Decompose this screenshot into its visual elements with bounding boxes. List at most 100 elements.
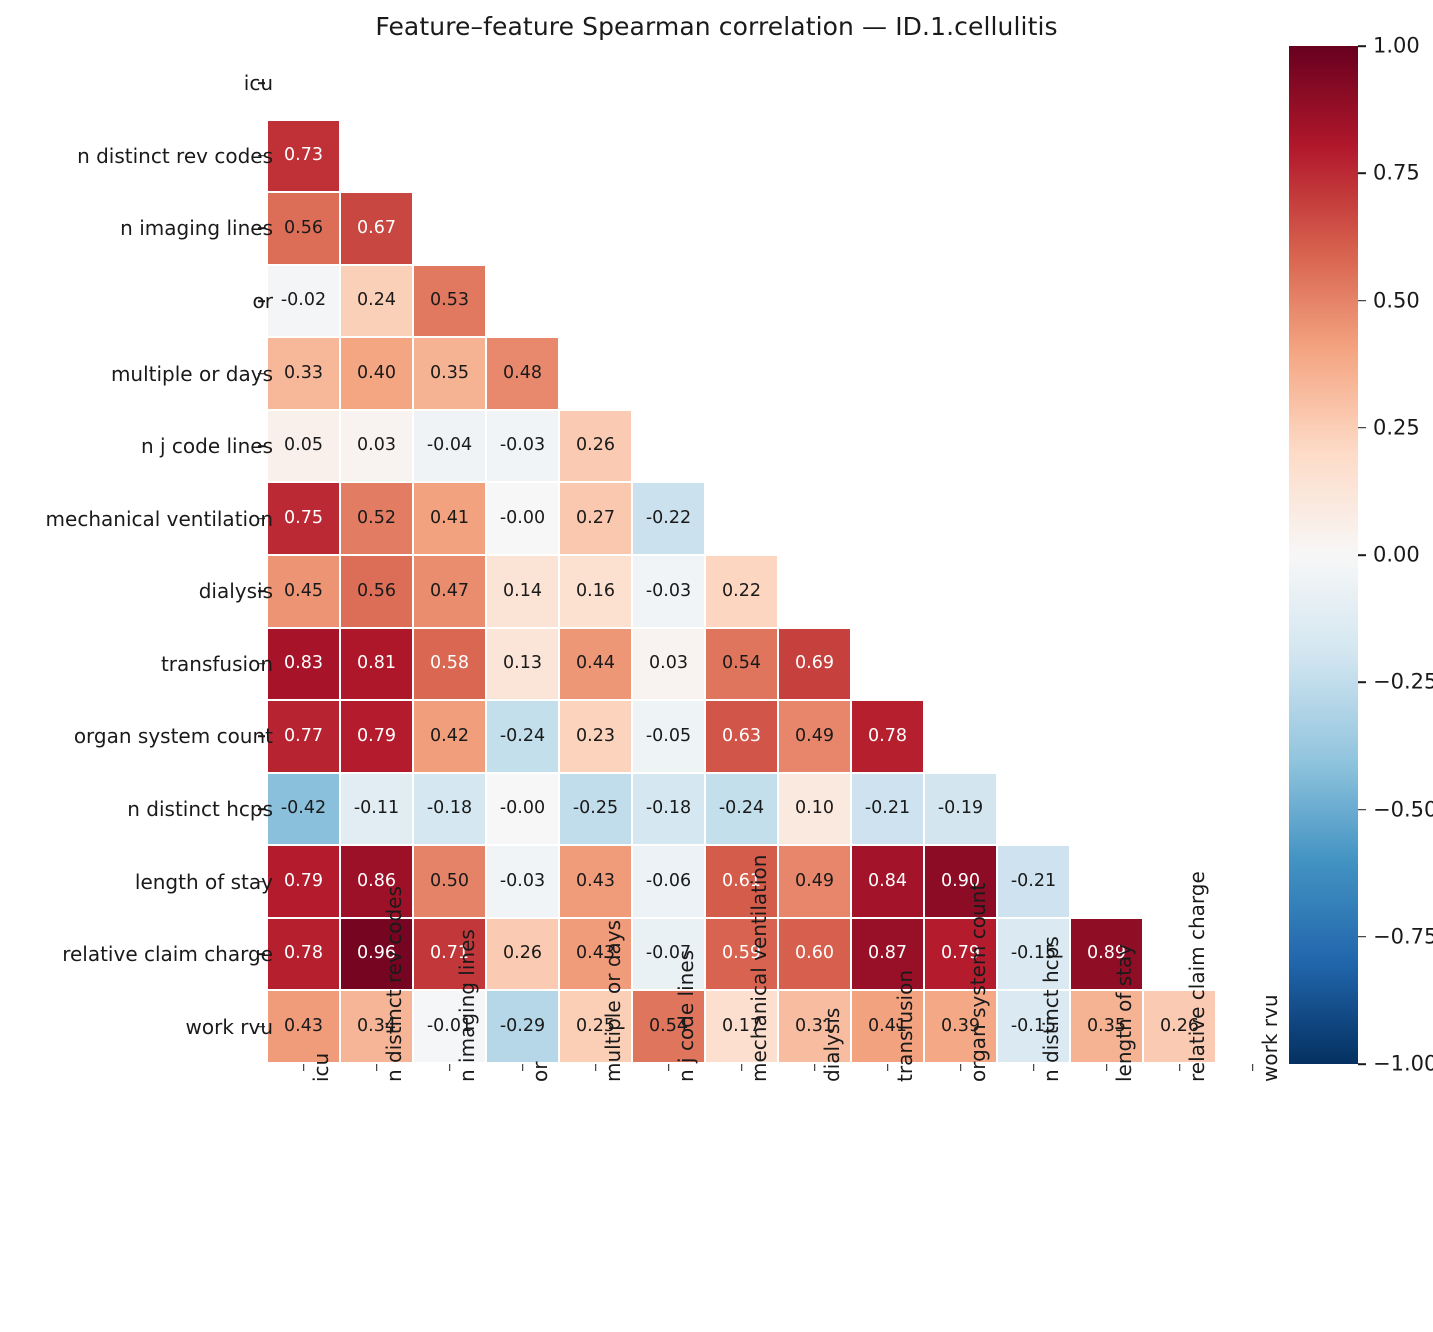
heatmap-cell: 0.48 [486, 337, 559, 410]
x-tick-mark [813, 1064, 816, 1071]
x-tick-label-9: organ system count [965, 882, 990, 1082]
heatmap-cell: 0.10 [778, 772, 851, 846]
heatmap-cell: 0.43 [559, 917, 632, 991]
y-tick-mark [258, 372, 265, 375]
y-tick-mark [258, 445, 265, 447]
heatmap-cell: 0.34 [340, 990, 413, 1063]
heatmap-cell: -0.22 [632, 482, 705, 555]
heatmap-cell: 0.86 [340, 845, 413, 918]
heatmap-cell: 0.43 [559, 845, 632, 918]
colorbar-tick-label-6: −0.50 [1373, 797, 1433, 821]
heatmap-cell: 0.54 [632, 990, 705, 1063]
heatmap-cell: 0.79 [340, 700, 413, 773]
colorbar-tick-label-0: 1.00 [1373, 33, 1420, 58]
x-tick-label-6: mechanical ventilation [746, 854, 771, 1082]
heatmap-cell: 0.47 [413, 555, 486, 628]
heatmap-cell: 0.50 [413, 845, 486, 918]
heatmap-cell: 0.53 [413, 264, 486, 338]
heatmap-cell: 0.69 [778, 627, 851, 701]
heatmap-cell: 0.45 [267, 555, 340, 628]
heatmap-cell: -0.25 [559, 772, 632, 846]
heatmap-cell: 0.35 [1070, 990, 1143, 1063]
heatmap-cell: 0.39 [924, 990, 997, 1063]
heatmap-cell: 0.78 [851, 700, 924, 773]
heatmap-cell: 0.26 [486, 917, 559, 991]
x-tick-label-4: multiple or days [600, 919, 625, 1082]
heatmap-cell: -0.42 [267, 772, 340, 846]
heatmap-cell: 0.78 [267, 917, 340, 991]
colorbar-tick-label-8: −1.00 [1373, 1051, 1433, 1076]
heatmap-cell: 0.49 [778, 845, 851, 918]
y-tick-mark [258, 1025, 265, 1028]
heatmap-cell: 0.26 [559, 409, 632, 483]
heatmap-cell: 0.25 [559, 990, 632, 1063]
heatmap-cell: -0.24 [486, 700, 559, 773]
colorbar-gradient [1289, 46, 1358, 1064]
colorbar-tick-mark [1358, 808, 1366, 811]
heatmap-cell: -0.24 [705, 772, 778, 846]
y-tick-label-4: multiple or days [110, 361, 273, 386]
heatmap-grid: 0.73 0.56 0.67 -0.02 0.24 0.53 0.33 0.40 0.35 0.4… [267, 47, 1289, 1063]
x-tick-mark [1251, 1064, 1254, 1071]
heatmap-cell: 0.41 [413, 482, 486, 555]
x-tick-label-3: or [527, 1061, 552, 1082]
x-tick-label-8: transfusion [892, 969, 917, 1082]
x-tick-label-11: length of stay [1111, 943, 1136, 1082]
y-tick-mark [258, 590, 265, 593]
x-tick-label-7: dialysis [819, 1007, 844, 1082]
y-tick-mark [258, 300, 265, 302]
x-tick-mark [1105, 1064, 1108, 1071]
heatmap-cell: -0.29 [486, 990, 559, 1063]
colorbar-tick-mark [1358, 681, 1366, 684]
heatmap-cell: 0.58 [413, 627, 486, 701]
heatmap-cell: 0.89 [1070, 917, 1143, 991]
heatmap-cell: -0.05 [632, 700, 705, 773]
y-tick-mark [258, 517, 265, 520]
x-tick-label-5: n j code lines [673, 949, 698, 1082]
heatmap-cell: -0.15 [997, 917, 1070, 991]
heatmap-cell: 0.44 [559, 627, 632, 701]
x-tick-label-2: n imaging lines [454, 929, 479, 1082]
heatmap-cell: 0.79 [267, 845, 340, 918]
heatmap-cell: 0.27 [559, 482, 632, 555]
heatmap-cell: 0.33 [267, 337, 340, 410]
heatmap-cell: 0.16 [559, 555, 632, 628]
x-tick-label-10: n distinct hcps [1038, 936, 1063, 1082]
y-tick-mark [258, 663, 265, 665]
heatmap-cell: 0.03 [632, 627, 705, 701]
x-tick-mark [1032, 1064, 1035, 1071]
y-tick-mark [258, 82, 265, 85]
heatmap-cell: 0.17 [705, 990, 778, 1063]
heatmap-cell: 0.26 [1143, 990, 1216, 1063]
x-tick-mark [375, 1064, 378, 1071]
heatmap-cell: 0.87 [851, 917, 924, 991]
x-tick-label-1: n distinct rev codes [381, 886, 406, 1082]
y-tick-mark [258, 735, 265, 738]
heatmap-cell: 0.59 [705, 917, 778, 991]
heatmap-cell: -0.11 [340, 772, 413, 846]
x-tick-mark [667, 1064, 670, 1071]
heatmap-cell: 0.84 [851, 845, 924, 918]
heatmap-cell: -0.21 [997, 845, 1070, 918]
heatmap-cell: 0.60 [778, 917, 851, 991]
x-tick-mark [302, 1064, 305, 1071]
y-tick-label-10: n distinct hcps [127, 797, 273, 821]
heatmap-cell: 0.14 [486, 555, 559, 628]
heatmap-cell: 0.90 [924, 845, 997, 918]
heatmap-cell: -0.02 [267, 264, 340, 338]
y-tick-mark [258, 155, 265, 157]
heatmap-cell: -0.03 [486, 409, 559, 483]
heatmap-cell: 0.63 [705, 700, 778, 773]
heatmap-cell: 0.35 [413, 337, 486, 410]
heatmap-cell: 0.52 [340, 482, 413, 555]
heatmap-cell: 0.54 [705, 627, 778, 701]
y-tick-label-5: n j code lines [140, 434, 273, 459]
colorbar-tick-label-3: 0.25 [1373, 415, 1420, 440]
colorbar-tick-mark [1358, 426, 1366, 429]
x-tick-label-13: work rvu [1257, 994, 1282, 1083]
y-tick-label-11: length of stay [134, 869, 273, 894]
heatmap-cell: -0.07 [632, 917, 705, 991]
heatmap-cell: -0.00 [486, 482, 559, 555]
y-tick-label-6: mechanical ventilation [45, 506, 273, 531]
heatmap-cell: 0.75 [267, 482, 340, 555]
